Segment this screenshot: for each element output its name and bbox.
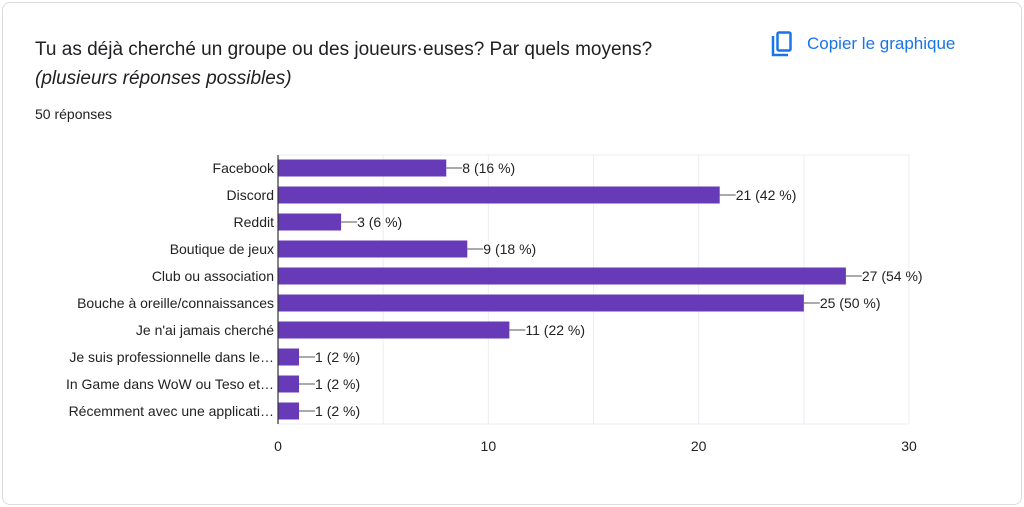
data-label: 1 (2 %) [315,376,360,392]
data-label: 27 (54 %) [862,268,923,284]
data-label: 21 (42 %) [736,187,797,203]
data-label: 9 (18 %) [483,241,536,257]
category-label: Discord [227,187,274,203]
x-tick-label: 10 [481,438,497,454]
x-tick-label: 0 [274,438,282,454]
category-label: Je n'ai jamais cherché [136,322,274,338]
bar [278,402,300,420]
bar [278,321,510,339]
category-label: Reddit [234,214,275,230]
bar [278,186,720,204]
bar [278,240,468,258]
data-label: 11 (22 %) [525,322,585,338]
data-label: 8 (16 %) [462,160,515,176]
category-label: Club ou association [152,268,274,284]
bar [278,294,804,312]
copy-chart-label: Copier le graphique [807,34,956,53]
x-tick-label: 20 [691,438,707,454]
category-label: Je suis professionnelle dans le… [69,349,274,365]
data-label: 1 (2 %) [315,403,360,419]
data-label: 1 (2 %) [315,349,360,365]
category-label: Facebook [213,160,275,176]
data-label: 3 (6 %) [357,214,402,230]
question-text: Tu as déjà cherché un groupe ou des joue… [35,39,653,60]
category-label: Boutique de jeux [170,241,274,257]
response-count: 50 réponses [35,106,113,122]
data-label: 25 (50 %) [820,295,881,311]
category-label: In Game dans WoW ou Teso et… [66,376,274,392]
copy-chart-button[interactable]: Copier le graphique [771,31,955,57]
copy-icon [771,31,792,57]
bar [278,267,846,285]
category-label: Récemment avec une applicati… [69,403,274,419]
bar [278,375,300,393]
question-title: Tu as déjà cherché un groupe ou des joue… [35,35,675,93]
question-note: (plusieurs réponses possibles) [35,68,292,89]
bar [278,159,447,177]
bar [278,348,300,366]
x-tick-label: 30 [901,438,917,454]
bar [278,213,342,231]
category-label: Bouche à oreille/connaissances [77,295,274,311]
